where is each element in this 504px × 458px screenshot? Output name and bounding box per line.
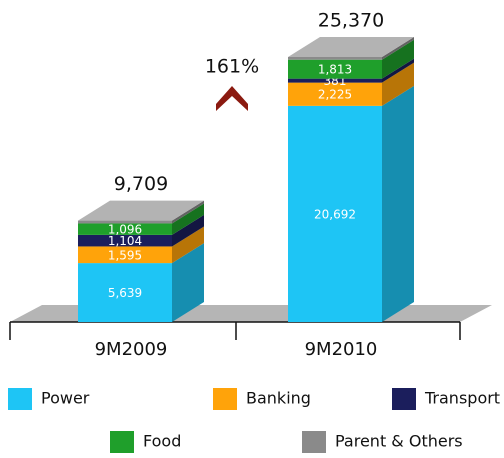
bar-segment-side [172, 226, 204, 264]
legend-label: Power [41, 389, 90, 408]
bar-segment-side [382, 62, 414, 106]
legend-swatch [213, 388, 237, 410]
bar-segment-side [172, 214, 204, 247]
bar-segment-side [172, 200, 204, 224]
legend-swatch [110, 431, 134, 453]
bar-segment [288, 105, 382, 322]
data-label: 1,096 [108, 223, 142, 237]
bar-segment [288, 78, 382, 83]
data-label: 1,104 [108, 234, 142, 248]
data-label: 5,639 [108, 286, 142, 300]
bar-segment-side [382, 39, 414, 79]
legend-label: Transport [424, 389, 500, 408]
growth-arrow [216, 86, 248, 111]
bar-segment [78, 246, 172, 264]
total-label: 9,709 [114, 173, 168, 195]
bar-segment [78, 220, 172, 224]
bar-segment-side [382, 58, 414, 83]
bar-top [78, 200, 204, 221]
annotation: 161% [205, 56, 259, 78]
x-tick-label: 9M2010 [305, 339, 378, 360]
bar-segment [288, 57, 382, 60]
x-tick-label: 9M2009 [95, 339, 168, 360]
data-label: 20,692 [314, 207, 356, 221]
legend-label: Banking [246, 389, 311, 408]
bar-segment [78, 263, 172, 322]
legend-label: Parent & Others [335, 432, 463, 451]
bar-segment-side [382, 37, 414, 60]
bar-segment [78, 234, 172, 247]
bar-segment-side [172, 203, 204, 235]
bar-top [288, 37, 414, 57]
legend-label: Food [143, 432, 181, 451]
legend-swatch [302, 431, 326, 453]
legend-swatch [392, 388, 416, 410]
bar-segment [288, 82, 382, 106]
data-label: 2,225 [318, 88, 352, 102]
bar-segment-side [382, 85, 414, 322]
total-label: 25,370 [318, 10, 384, 32]
legend-swatch [8, 388, 32, 410]
data-label: 1,595 [108, 248, 142, 262]
bar-segment [288, 59, 382, 79]
bar-segment [78, 223, 172, 235]
bar-segment-side [172, 243, 204, 322]
data-label: 1,813 [318, 63, 352, 77]
